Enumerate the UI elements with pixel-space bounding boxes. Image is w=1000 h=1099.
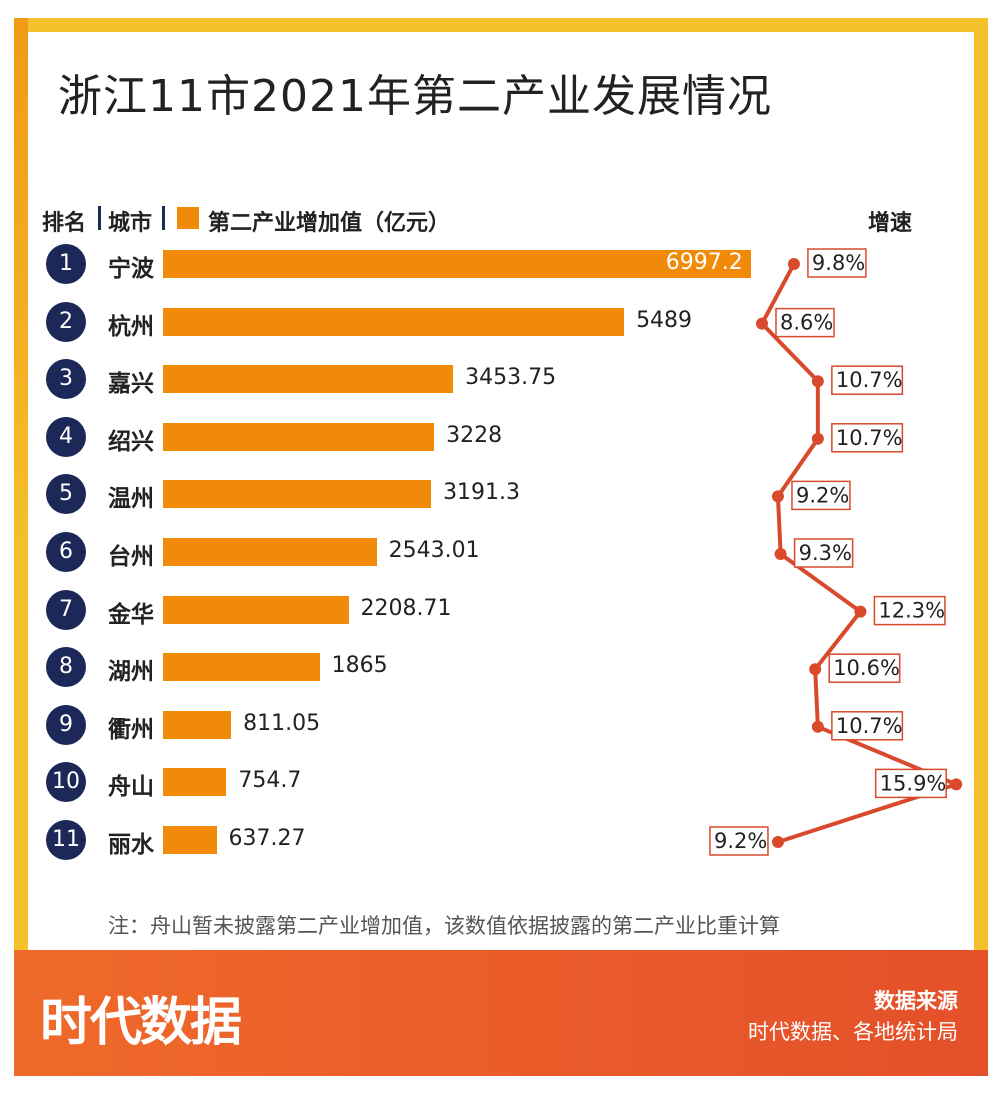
value-label: 2208.71 [360,595,452,621]
value-label: 3191.3 [443,480,521,506]
growth-label: 8.6% [780,311,833,335]
header-separator [162,206,165,230]
growth-label-box [828,653,901,683]
header-rank: 排名 [42,211,87,236]
growth-label-box [831,711,904,741]
growth-point [787,258,800,270]
value-bar [163,653,320,682]
source-title: 数据来源 [874,989,958,1013]
city-label: 嘉兴 [108,371,154,398]
growth-label-box [831,365,904,395]
header-growth: 增速 [868,211,913,236]
growth-label: 9.8% [812,251,865,275]
city-label: 台州 [108,544,154,570]
growth-label: 10.6% [833,656,900,680]
growth-point [809,663,822,676]
left-border [14,18,28,953]
growth-label-box [775,307,835,338]
growth-point [756,317,768,330]
footer-band [14,950,988,1076]
value-bar [163,365,454,394]
growth-label: 9.3% [799,541,852,565]
growth-label: 10.7% [836,714,903,738]
growth-label-box [793,538,854,568]
brand-logo: 时代数据 [40,993,242,1053]
legend-swatch [177,207,199,229]
rank-badge: 2 [46,301,86,342]
growth-label-box [709,826,769,856]
rank-badge: 10 [46,762,86,803]
value-label: 3453.75 [465,365,557,391]
growth-label: 9.2% [714,829,767,853]
value-label: 811.05 [243,710,321,736]
city-label: 舟山 [108,774,154,801]
rank-badge: 5 [46,474,86,515]
city-label: 金华 [108,601,154,628]
growth-point [811,432,824,445]
source-text: 时代数据、各地统计局 [748,1020,958,1044]
rank-badge: 6 [46,532,86,572]
growth-label-box [874,768,947,799]
growth-label-box [791,480,851,511]
growth-label: 9.2% [796,483,849,507]
value-bar [163,422,435,451]
growth-point [854,605,867,618]
growth-point [950,778,963,791]
city-label: 衢州 [108,716,154,743]
header-city: 城市 [108,211,153,236]
rank-badge: 9 [46,704,86,745]
growth-point [771,490,784,503]
growth-label: 10.7% [836,426,903,450]
growth-label: 10.7% [836,368,903,392]
value-bar [163,250,751,278]
growth-point [774,548,787,560]
city-label: 杭州 [108,313,154,340]
value-label: 1865 [331,653,388,679]
value-bar [163,826,217,854]
rank-badge: 11 [46,820,86,860]
value-label: 754.7 [238,768,302,794]
growth-label-box [831,423,904,453]
value-label: 5489 [636,307,693,333]
growth-label-box [807,248,867,278]
rank-badge: 1 [46,244,86,284]
rank-badge: 8 [46,647,86,688]
value-bar [163,307,625,336]
value-bar [163,768,227,797]
growth-label-box [873,595,946,626]
value-label: 3228 [446,422,503,448]
header-separator [98,206,101,230]
chart-title: 浙江11市2021年第二产业发展情况 [58,71,772,122]
value-label: 2543.01 [388,538,480,563]
rank-badge: 4 [46,416,86,457]
top-border [14,18,988,32]
value-bar [163,538,377,566]
value-label: 6997.2 [665,250,743,275]
city-label: 绍兴 [108,428,154,455]
rank-badge: 7 [46,589,86,630]
city-label: 温州 [108,486,154,513]
growth-line [760,263,959,844]
city-label: 宁波 [108,256,154,282]
value-bar [163,710,232,739]
city-label: 湖州 [108,659,154,686]
footnote: 注：舟山暂未披露第二产业增加值，该数值依据披露的第二产业比重计算 [108,914,780,938]
value-bar [163,480,432,509]
right-border [974,18,988,953]
city-label: 丽水 [108,832,154,858]
value-bar [163,595,349,624]
growth-label: 12.3% [878,599,945,623]
rank-badge: 3 [46,359,86,400]
growth-point [771,836,784,848]
value-label: 637.27 [228,826,306,851]
growth-point [811,375,824,388]
header-value: 第二产业增加值（亿元） [208,211,451,236]
growth-point [811,720,824,733]
growth-label: 15.9% [880,771,947,795]
